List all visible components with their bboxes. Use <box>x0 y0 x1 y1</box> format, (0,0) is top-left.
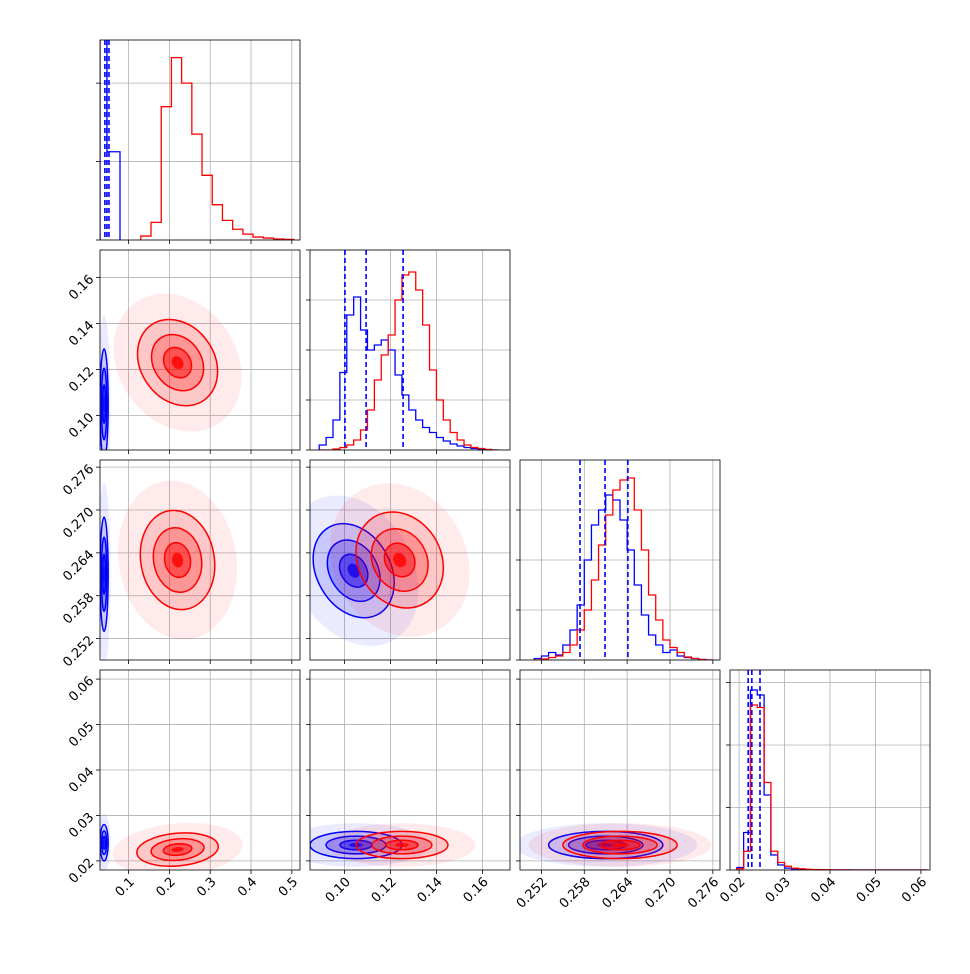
panel-content <box>533 460 713 660</box>
density-contour <box>171 356 184 370</box>
y-tick-label: 0.05 <box>66 719 97 750</box>
scatter-cloud <box>310 823 430 867</box>
y-tick-label: 0.14 <box>66 318 97 349</box>
panel-background <box>310 460 510 660</box>
x-tick-label: 0.14 <box>415 875 446 906</box>
density-contour <box>393 552 407 568</box>
x-tick-label: 0.5 <box>276 875 301 900</box>
panel-content <box>318 250 499 450</box>
density-contour <box>395 842 409 848</box>
y-tick-label: 0.258 <box>60 590 97 627</box>
histogram <box>319 271 499 450</box>
panel-border <box>309 249 511 451</box>
histogram <box>140 56 295 240</box>
y-tick-label: 0.270 <box>60 505 97 542</box>
panel-border <box>309 459 511 661</box>
x-tick-label: 0.264 <box>600 875 637 912</box>
x-tick-label: 0.3 <box>194 875 219 900</box>
x-tick-label: 0.1 <box>113 875 138 900</box>
panel-background <box>100 250 300 450</box>
histogram <box>533 494 713 660</box>
y-tick-label: 0.02 <box>66 856 97 887</box>
x-tick-label: 0.05 <box>854 875 885 906</box>
y-tick-label: 0.04 <box>66 765 97 796</box>
panel-content <box>310 823 476 867</box>
panel-border <box>519 669 721 871</box>
histogram <box>318 296 499 450</box>
panel-content <box>100 480 238 660</box>
panel-border <box>309 669 511 871</box>
y-tick-label: 0.03 <box>66 810 97 841</box>
panel-border <box>99 249 301 451</box>
y-tick-label: 0.264 <box>60 548 97 585</box>
x-tick-label: 0.12 <box>369 875 400 906</box>
x-tick-label: 0.2 <box>153 875 178 900</box>
histogram <box>534 477 713 660</box>
x-tick-label: 0.06 <box>899 875 930 906</box>
panel-border <box>99 669 301 871</box>
density-contour <box>103 565 105 583</box>
panel-content <box>520 823 712 867</box>
y-tick-label: 0.06 <box>66 674 97 705</box>
density-contour <box>347 563 360 578</box>
panel-background <box>100 460 300 660</box>
y-tick-label: 0.12 <box>66 364 97 395</box>
x-tick-label: 0.03 <box>763 875 794 906</box>
panel-border <box>99 39 301 241</box>
panel-border <box>99 459 301 661</box>
x-tick-label: 0.04 <box>808 875 839 906</box>
y-tick-label: 0.16 <box>66 272 97 303</box>
x-tick-label: 0.02 <box>717 875 748 906</box>
panel-content <box>310 483 470 646</box>
density-contour <box>611 842 629 848</box>
density-contour <box>171 847 184 853</box>
panel-border <box>519 459 721 661</box>
panel-content <box>100 813 243 870</box>
density-contour <box>103 840 105 846</box>
x-tick-label: 0.4 <box>235 875 260 900</box>
y-tick-label: 0.10 <box>66 410 97 441</box>
x-tick-label: 0.258 <box>557 875 594 912</box>
histogram <box>736 704 928 870</box>
x-tick-label: 0.16 <box>461 875 492 906</box>
density-contour <box>171 552 184 568</box>
x-tick-label: 0.10 <box>323 875 354 906</box>
x-tick-label: 0.270 <box>642 875 679 912</box>
panel-content <box>100 293 242 450</box>
y-tick-label: 0.276 <box>60 462 97 499</box>
panel-content <box>100 40 295 240</box>
panel-border <box>729 669 931 871</box>
density-contour <box>103 395 105 413</box>
y-tick-label: 0.252 <box>60 633 97 670</box>
panel-background <box>100 40 300 240</box>
x-tick-label: 0.252 <box>514 875 551 912</box>
x-tick-label: 0.276 <box>685 875 722 912</box>
